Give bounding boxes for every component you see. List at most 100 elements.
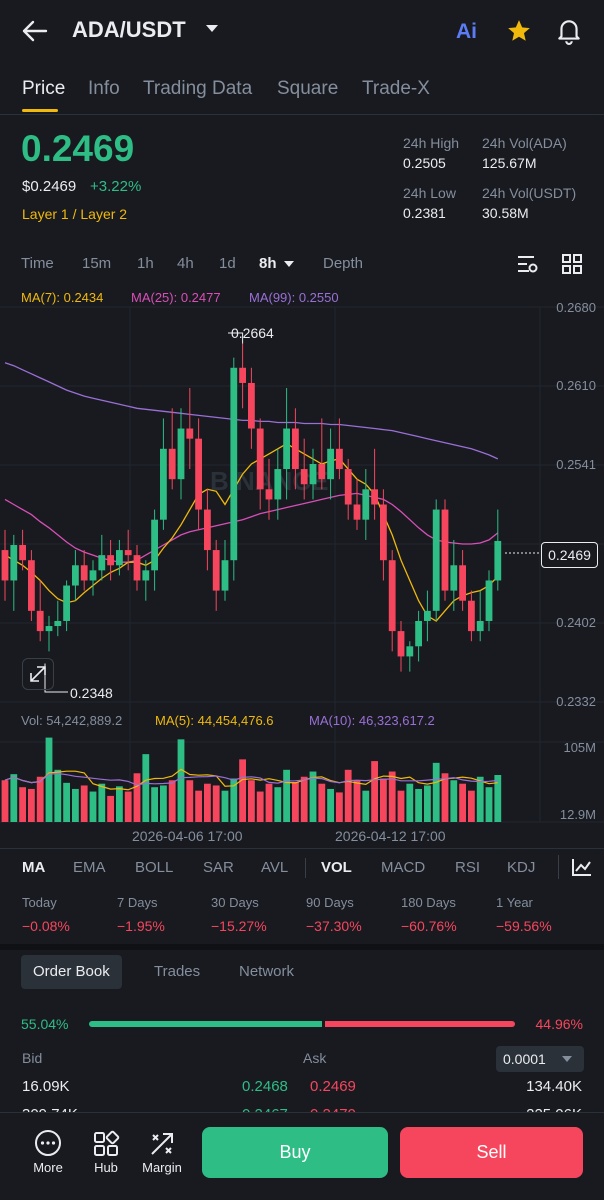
- indicator-settings-icon[interactable]: [571, 857, 593, 877]
- interval-1h[interactable]: 1h: [137, 255, 154, 272]
- low-marker-label: 0.2348: [70, 685, 113, 701]
- candle-body: [124, 550, 132, 556]
- category-tag[interactable]: Layer 1 / Layer 2: [22, 206, 128, 222]
- tab-info[interactable]: Info: [88, 78, 120, 99]
- candle-body: [80, 565, 88, 581]
- volume-bar: [432, 762, 440, 822]
- expand-icon: [30, 666, 46, 682]
- candle-body: [476, 620, 484, 632]
- candle-body: [388, 560, 396, 632]
- volume-bar: [406, 783, 414, 822]
- volume-bar: [142, 754, 150, 822]
- candle-body: [239, 367, 246, 383]
- interval-15m[interactable]: 15m: [82, 255, 112, 272]
- candle-body: [353, 504, 361, 520]
- tab-trading-data[interactable]: Trading Data: [143, 78, 253, 99]
- volume-bar: [177, 739, 185, 822]
- layout-grid-icon[interactable]: [562, 254, 582, 274]
- indicator-boll[interactable]: BOLL: [135, 859, 174, 876]
- indicator-kdj[interactable]: KDJ: [507, 859, 536, 876]
- bid-price[interactable]: 0.2467: [242, 1106, 288, 1114]
- y-label-4: 0.2402: [556, 615, 596, 630]
- more-button[interactable]: [33, 1128, 63, 1158]
- margin-label[interactable]: Margin: [142, 1160, 182, 1175]
- margin-button[interactable]: [148, 1130, 176, 1158]
- candle-body: [116, 550, 123, 566]
- candle-body: [468, 600, 475, 632]
- sell-button[interactable]: Sell: [400, 1127, 583, 1178]
- x-label-1: 2026-04-06 17:00: [132, 828, 243, 844]
- candle-body: [248, 382, 255, 429]
- volume-bar: [10, 774, 18, 822]
- volume-bar: [248, 780, 255, 822]
- candle-body: [98, 555, 106, 571]
- vol-quote-label: 24h Vol(USDT): [482, 185, 577, 201]
- volume-bar: [160, 785, 167, 822]
- buy-button[interactable]: Buy: [202, 1127, 388, 1178]
- indicator-ema[interactable]: EMA: [73, 859, 106, 876]
- interval-depth[interactable]: Depth: [323, 255, 364, 272]
- indicator-ma[interactable]: MA: [22, 859, 46, 876]
- volume-bar: [309, 771, 317, 822]
- precision-dropdown-icon[interactable]: [562, 1056, 572, 1062]
- volume-bar: [195, 790, 202, 822]
- more-icon: [35, 1130, 61, 1156]
- candle-body: [450, 565, 458, 591]
- price-chart[interactable]: BINANCE: [0, 300, 604, 850]
- indicator-rsi[interactable]: RSI: [455, 859, 481, 876]
- tab-trades[interactable]: Trades: [154, 963, 201, 980]
- notification-bell-icon[interactable]: [556, 17, 582, 45]
- indicator-avl[interactable]: AVL: [261, 859, 289, 876]
- vol-base-value: 125.67M: [482, 155, 537, 171]
- candle-body: [336, 448, 343, 470]
- high-label: 24h High: [403, 135, 460, 151]
- performance-label: 30 Days: [211, 895, 259, 910]
- interval-dropdown-icon[interactable]: [284, 261, 294, 267]
- tab-network[interactable]: Network: [239, 963, 295, 980]
- pair-title[interactable]: ADA/USDT: [72, 17, 186, 42]
- bid-qty: 16.09K: [22, 1078, 70, 1095]
- pair-dropdown-icon[interactable]: [206, 25, 218, 32]
- indicator-sar[interactable]: SAR: [203, 859, 234, 876]
- favorite-star-icon[interactable]: [506, 18, 532, 44]
- interval-4h[interactable]: 4h: [177, 255, 194, 272]
- volume-bar: [89, 791, 97, 822]
- candle-body: [494, 540, 502, 581]
- volume-bar: [54, 769, 62, 822]
- indicator-vol[interactable]: VOL: [321, 859, 352, 876]
- ma25-line: [4, 492, 499, 563]
- fullscreen-button[interactable]: [22, 658, 54, 690]
- ask-price[interactable]: 0.2469: [310, 1078, 356, 1095]
- bid-price[interactable]: 0.2468: [242, 1078, 288, 1095]
- vol-ma10-legend: MA(10): 46,323,617.2: [309, 713, 435, 728]
- tab-price[interactable]: Price: [22, 78, 66, 99]
- more-label[interactable]: More: [33, 1160, 63, 1175]
- performance-value: −0.08%: [22, 918, 70, 934]
- ai-icon[interactable]: Ai: [456, 20, 477, 43]
- interval-1d[interactable]: 1d: [219, 255, 236, 272]
- tab-order-book[interactable]: Order Book: [21, 955, 122, 989]
- candle-body: [415, 620, 422, 647]
- tab-square[interactable]: Square: [277, 78, 339, 99]
- ask-price[interactable]: 0.2470: [310, 1106, 356, 1114]
- volume-bar: [292, 781, 299, 822]
- tab-trade-x[interactable]: Trade-X: [362, 78, 430, 99]
- high-marker-line: [228, 332, 244, 344]
- volume-bar: [204, 783, 211, 822]
- chart-settings-icon[interactable]: [517, 254, 539, 274]
- usd-price: $0.2469: [22, 178, 77, 195]
- y-label-1: 0.2680: [556, 300, 596, 315]
- interval-time[interactable]: Time: [21, 255, 54, 272]
- extreme-markers: [44, 332, 244, 693]
- performance-label: 180 Days: [401, 895, 456, 910]
- hub-button[interactable]: [92, 1130, 120, 1158]
- indicator-macd[interactable]: MACD: [381, 859, 426, 876]
- hub-label[interactable]: Hub: [94, 1160, 118, 1175]
- bid-qty: 309.74K: [22, 1106, 78, 1114]
- interval-8h[interactable]: 8h: [259, 255, 277, 272]
- volume-bar: [230, 778, 238, 822]
- volume-bar: [133, 773, 141, 822]
- candle-body: [485, 580, 493, 621]
- back-arrow-icon[interactable]: [22, 20, 48, 42]
- candle-body: [318, 463, 326, 480]
